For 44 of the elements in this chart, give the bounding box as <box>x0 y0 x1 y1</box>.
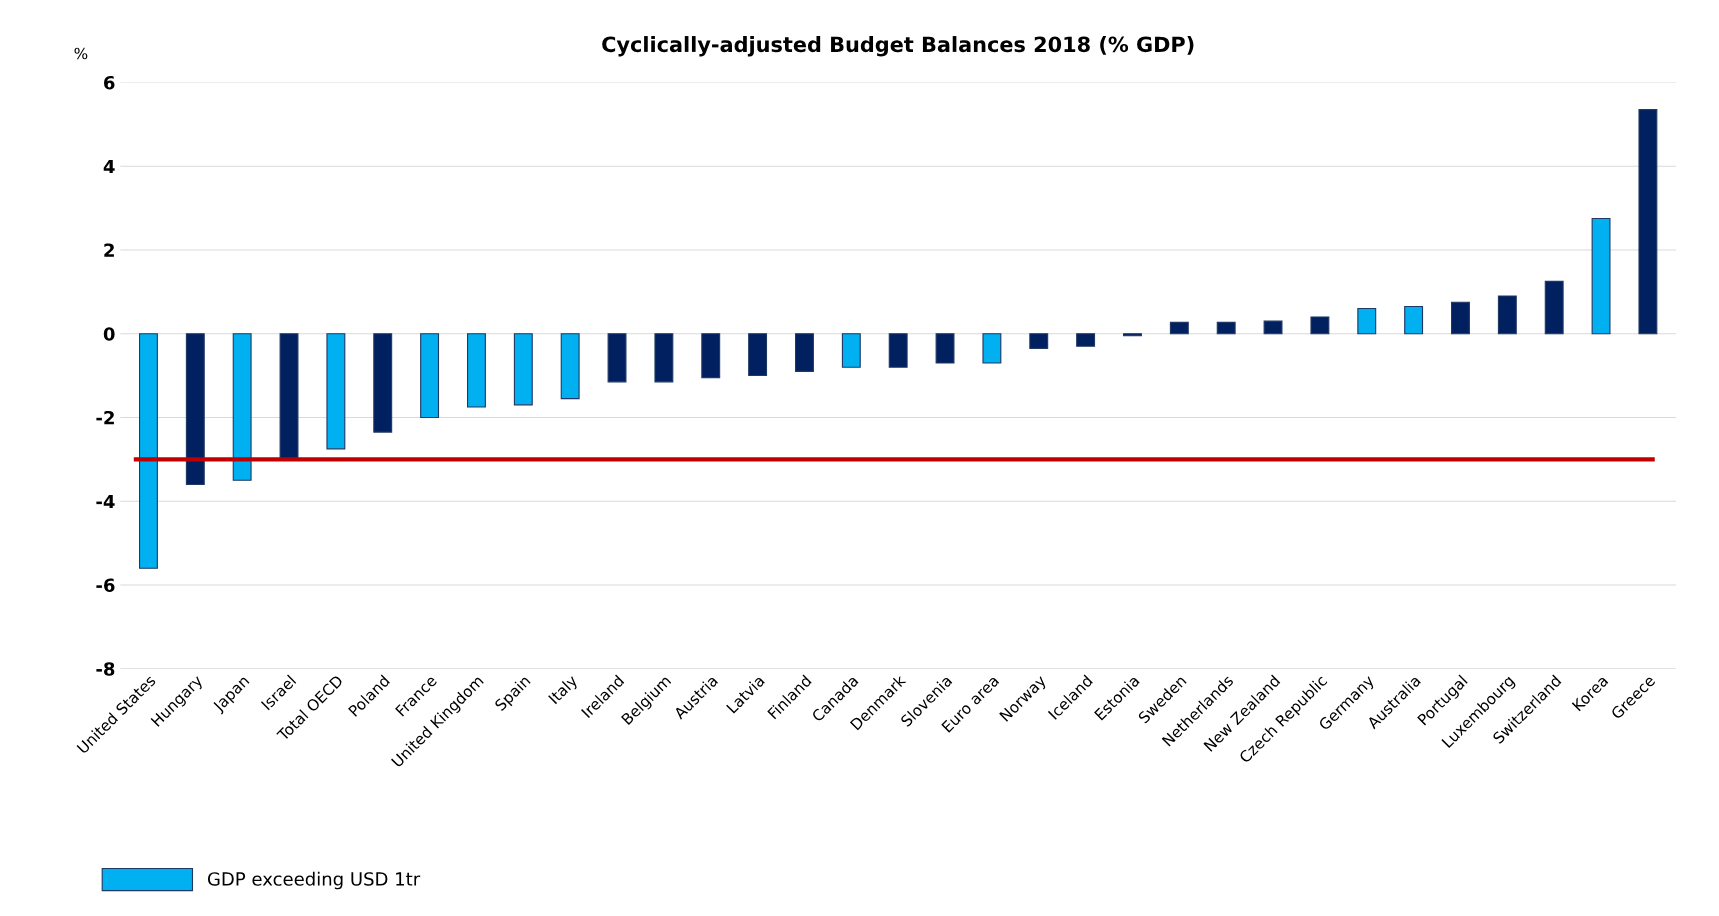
bar <box>138 333 158 569</box>
bar <box>1497 295 1517 335</box>
bar <box>1451 301 1470 335</box>
bar <box>1029 333 1049 349</box>
bar <box>420 333 440 418</box>
y-tick-label: 4 <box>103 159 115 174</box>
bar <box>654 333 674 383</box>
bar <box>513 333 533 406</box>
y-tick-label: 6 <box>104 75 115 90</box>
bar <box>1544 280 1564 335</box>
bar <box>607 333 627 383</box>
bar <box>326 333 346 450</box>
y-tick-label: 2 <box>104 243 114 257</box>
bar <box>1404 305 1424 335</box>
bar <box>1310 316 1330 335</box>
bar <box>1638 109 1658 335</box>
bar <box>1123 333 1142 337</box>
bar <box>1169 321 1189 335</box>
bar <box>701 333 721 379</box>
bar <box>560 333 580 400</box>
bar <box>1357 308 1377 335</box>
bar <box>1591 217 1611 335</box>
bar <box>1263 320 1283 335</box>
bar <box>279 333 299 460</box>
legend-label: GDP exceeding USD 1tr <box>207 871 421 890</box>
bar <box>935 333 955 364</box>
y-tick-label: -4 <box>96 494 115 509</box>
bar <box>888 333 908 368</box>
y-tick-label: 0 <box>103 327 115 341</box>
bar <box>1076 333 1096 347</box>
chart-title: Cyclically-adjusted Budget Balances 2018 (% GDP) <box>602 36 1194 57</box>
y-tick-label: -2 <box>96 410 114 425</box>
y-tick-label: -8 <box>96 662 115 676</box>
bar <box>1216 321 1236 335</box>
bar <box>748 333 768 377</box>
y-axis-title: % <box>74 47 88 60</box>
bar <box>982 333 1002 364</box>
bar <box>466 333 486 408</box>
bar <box>373 333 393 433</box>
y-tick-label: -6 <box>96 578 115 593</box>
bar <box>232 333 252 481</box>
bar <box>795 333 814 372</box>
bar <box>841 333 861 368</box>
bar <box>185 333 205 485</box>
